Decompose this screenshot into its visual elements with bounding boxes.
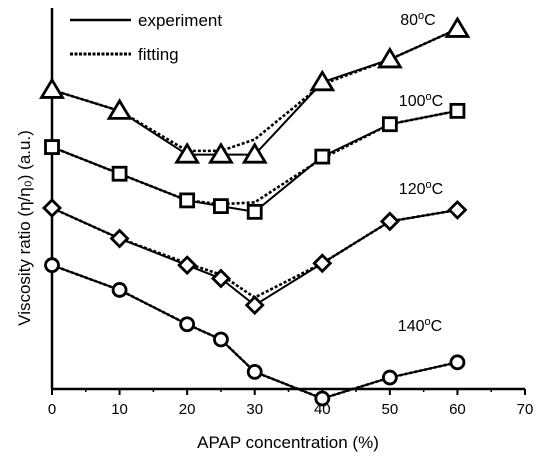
x-tick-label: 70 — [517, 401, 534, 418]
fitting-line — [51, 27, 458, 153]
x-tick-label: 0 — [48, 401, 56, 418]
triangle-marker — [106, 98, 133, 120]
circle-marker — [111, 282, 128, 298]
circle-marker — [449, 354, 466, 371]
triangle-marker — [174, 141, 201, 164]
series-circle — [44, 257, 466, 407]
triangle-marker — [309, 69, 336, 92]
diamond-marker — [244, 295, 265, 316]
series-label: 80oC — [400, 10, 435, 29]
square-marker — [179, 192, 196, 209]
square-marker — [381, 116, 398, 133]
diamond-marker — [210, 268, 231, 289]
legend-label-fitting: fitting — [138, 45, 179, 64]
legend-label-experiment: experiment — [138, 11, 222, 30]
diamond-marker — [312, 253, 333, 274]
diamond-marker — [109, 228, 130, 249]
triangle-marker — [39, 77, 65, 99]
circle-marker — [213, 331, 229, 348]
experiment-line — [51, 109, 458, 213]
x-tick-label: 50 — [382, 401, 399, 418]
experiment-line — [51, 264, 458, 400]
series-square — [44, 102, 466, 220]
triangle-marker — [241, 141, 268, 164]
x-tick-label: 20 — [179, 401, 196, 418]
series-labels: 80oC 100oC 120oC 140oC — [398, 10, 443, 335]
square-marker — [213, 198, 229, 215]
diamond-marker — [42, 198, 62, 219]
circle-marker — [44, 257, 60, 274]
series-label: 140oC — [398, 316, 442, 335]
triangle-marker — [376, 46, 403, 69]
x-tick-label: 60 — [449, 401, 466, 418]
series-triangle — [39, 16, 471, 164]
axes: 0 10 20 30 40 50 60 70 — [48, 8, 534, 418]
diamond-marker — [379, 211, 400, 232]
square-marker — [314, 148, 331, 165]
circle-marker — [179, 316, 196, 333]
series-label: 100oC — [399, 91, 443, 110]
circle-marker — [381, 369, 398, 386]
experiment-line — [51, 207, 458, 307]
diamond-marker — [447, 199, 468, 220]
series-diamond — [42, 198, 468, 316]
triangle-marker — [207, 141, 234, 164]
x-axis-title: APAP concentration (%) — [197, 433, 379, 452]
square-marker — [449, 102, 466, 119]
square-marker — [111, 165, 128, 182]
triangle-marker — [444, 16, 471, 38]
series-label: 120oC — [399, 179, 443, 198]
diamond-marker — [177, 255, 198, 276]
circle-marker — [314, 390, 331, 407]
x-tick-label: 10 — [111, 401, 128, 418]
legend: experiment fitting — [70, 11, 222, 64]
experiment-line — [51, 28, 458, 156]
square-marker — [246, 203, 263, 220]
square-marker — [44, 139, 60, 155]
circle-marker — [246, 363, 263, 380]
x-tick-label: 30 — [246, 401, 263, 418]
series-layer — [39, 16, 471, 407]
x-tick-label: 40 — [314, 401, 331, 418]
y-axis-title: Viscosity ratio (η/η₀) (a.u.) — [15, 130, 34, 326]
